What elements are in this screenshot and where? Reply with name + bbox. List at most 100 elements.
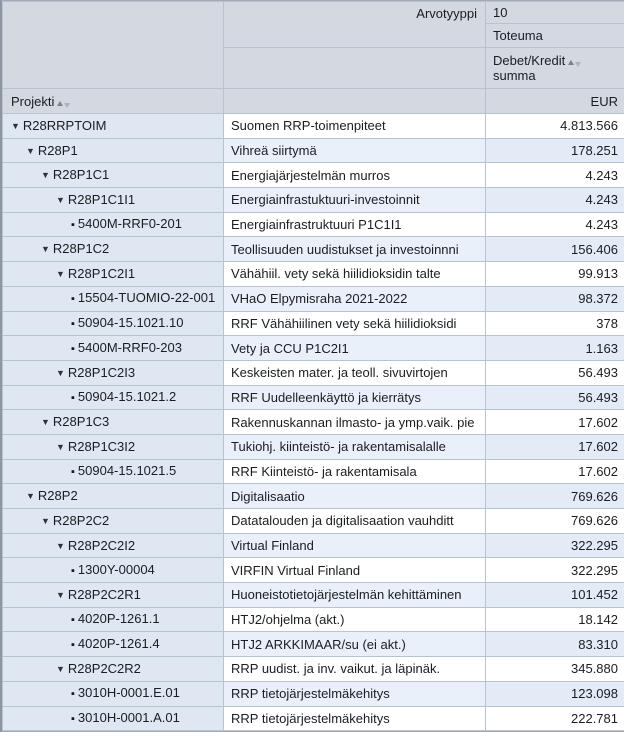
member-code: R28P2C2 [53, 513, 109, 528]
member-code: R28P2C2R1 [68, 587, 141, 602]
leaf-bullet-icon: ▪ [71, 613, 75, 628]
member-cell[interactable]: ▼R28P1C3I2 [3, 434, 224, 459]
value-cell: 18.142 [486, 607, 624, 632]
table-row: ▼R28P2C2R2 RRP uudist. ja inv. vaikut. j… [3, 657, 624, 682]
member-cell[interactable]: ▼R28P1C2 [3, 237, 224, 262]
member-description-cell: RRP uudist. ja inv. vaikut. ja läpinäk. [224, 657, 486, 682]
table-row: ▪50904-15.1021.10 RRF Vähähiilinen vety … [3, 311, 624, 336]
member-code: 4020P-1261.4 [78, 636, 160, 651]
value-cell: 1.163 [486, 336, 624, 361]
member-cell[interactable]: ▪3010H-0001.A.01 [3, 706, 224, 731]
member-cell[interactable]: ▼R28P1 [3, 138, 224, 163]
member-description-cell: Teollisuuden uudistukset ja investoinnni [224, 237, 486, 262]
member-cell[interactable]: ▪5400M-RRF0-203 [3, 336, 224, 361]
value-cell: 322.295 [486, 533, 624, 558]
member-cell[interactable]: ▪5400M-RRF0-201 [3, 212, 224, 237]
value-cell: 4.243 [486, 212, 624, 237]
table-row: ▼R28P2C2 Datatalouden ja digitalisaation… [3, 509, 624, 534]
collapse-triangle-icon[interactable]: ▼ [41, 242, 50, 257]
collapse-triangle-icon[interactable]: ▼ [56, 588, 65, 603]
member-code: R28P1C3 [53, 414, 109, 429]
table-row: ▪4020P-1261.1 HTJ2/ohjelma (akt.) 18.142 [3, 607, 624, 632]
collapse-triangle-icon[interactable]: ▼ [26, 489, 35, 504]
table-row: ▼R28P2 Digitalisaatio 769.626 [3, 484, 624, 509]
collapse-triangle-icon[interactable]: ▼ [41, 415, 50, 430]
member-code: R28P2C2R2 [68, 661, 141, 676]
collapse-triangle-icon[interactable]: ▼ [41, 514, 50, 529]
table-row: ▼R28P1C2 Teollisuuden uudistukset ja inv… [3, 237, 624, 262]
member-description-cell: Digitalisaatio [224, 484, 486, 509]
member-code: R28P2C2I2 [68, 538, 135, 553]
value-cell: 56.493 [486, 360, 624, 385]
table-row: ▪1300Y-00004 VIRFIN Virtual Finland 322.… [3, 558, 624, 583]
collapse-triangle-icon[interactable]: ▼ [56, 440, 65, 455]
collapse-triangle-icon[interactable]: ▼ [56, 662, 65, 677]
leaf-bullet-icon: ▪ [71, 317, 75, 332]
leaf-bullet-icon: ▪ [71, 465, 75, 480]
collapse-triangle-icon[interactable]: ▼ [56, 539, 65, 554]
member-cell[interactable]: ▪4020P-1261.1 [3, 607, 224, 632]
member-cell[interactable]: ▼R28P2C2 [3, 509, 224, 534]
member-description-cell: RRP tietojärjestelmäkehitys [224, 706, 486, 731]
member-description-cell: RRF Uudelleenkäyttö ja kierrätys [224, 385, 486, 410]
value-cell: 4.243 [486, 163, 624, 188]
table-row: ▼R28P1C3I2 Tukiohj. kiinteistö- ja raken… [3, 434, 624, 459]
member-cell[interactable]: ▪15504-TUOMIO-22-001 [3, 286, 224, 311]
leaf-bullet-icon: ▪ [71, 342, 75, 357]
table-row: ▼R28P1C1 Energiajärjestelmän murros 4.24… [3, 163, 624, 188]
member-cell[interactable]: ▼R28RRPTOIM [3, 114, 224, 139]
member-cell[interactable]: ▪50904-15.1021.5 [3, 459, 224, 484]
member-cell[interactable]: ▼R28P1C1 [3, 163, 224, 188]
member-cell[interactable]: ▪1300Y-00004 [3, 558, 224, 583]
member-description-cell: Vähähiil. vety sekä hiilidioksidin talte [224, 262, 486, 287]
member-code: R28P1C1 [53, 167, 109, 182]
sort-ascending-icon[interactable] [57, 101, 63, 106]
value-cell: 378 [486, 311, 624, 336]
sort-descending-icon[interactable] [575, 62, 581, 67]
member-cell[interactable]: ▪3010H-0001.E.01 [3, 681, 224, 706]
table-row: ▼R28P1C3 Rakennuskannan ilmasto- ja ymp.… [3, 410, 624, 435]
collapse-triangle-icon[interactable]: ▼ [56, 193, 65, 208]
table-row: ▼R28RRPTOIM Suomen RRP-toimenpiteet 4.81… [3, 114, 624, 139]
collapse-triangle-icon[interactable]: ▼ [56, 267, 65, 282]
member-cell[interactable]: ▼R28P2 [3, 484, 224, 509]
value-cell: 769.626 [486, 509, 624, 534]
member-code: R28P1C2 [53, 241, 109, 256]
value-cell: 99.913 [486, 262, 624, 287]
collapse-triangle-icon[interactable]: ▼ [41, 168, 50, 183]
member-description-cell: Rakennuskannan ilmasto- ja ymp.vaik. pie [224, 410, 486, 435]
crosstab-body: ▼R28RRPTOIM Suomen RRP-toimenpiteet 4.81… [3, 114, 624, 731]
member-cell[interactable]: ▪50904-15.1021.2 [3, 385, 224, 410]
member-cell[interactable]: ▼R28P1C2I3 [3, 360, 224, 385]
sort-ascending-icon[interactable] [568, 60, 574, 65]
member-description-cell: Tukiohj. kiinteistö- ja rakentamisalalle [224, 434, 486, 459]
row-dimension-header-cell[interactable]: Projekti [3, 89, 224, 114]
collapse-triangle-icon[interactable]: ▼ [26, 144, 35, 159]
member-description-cell: Energiainfrastuktuuri-investoinnit [224, 188, 486, 213]
sort-descending-icon[interactable] [64, 103, 70, 108]
sort-icons[interactable] [57, 94, 70, 109]
member-description-cell: Energiainfrastruktuuri P1C1I1 [224, 212, 486, 237]
member-description-cell: HTJ2 ARKKIMAAR/su (ei akt.) [224, 632, 486, 657]
table-row: ▼R28P1C2I1 Vähähiil. vety sekä hiilidiok… [3, 262, 624, 287]
value-cell: 4.243 [486, 188, 624, 213]
sort-icons[interactable] [568, 53, 581, 68]
member-cell[interactable]: ▼R28P2C2I2 [3, 533, 224, 558]
value-cell: 345.880 [486, 657, 624, 682]
member-code: R28P2 [38, 488, 78, 503]
member-cell[interactable]: ▼R28P1C1I1 [3, 188, 224, 213]
member-cell[interactable]: ▼R28P2C2R1 [3, 583, 224, 608]
member-cell[interactable]: ▪4020P-1261.4 [3, 632, 224, 657]
collapse-triangle-icon[interactable]: ▼ [56, 366, 65, 381]
member-cell[interactable]: ▪50904-15.1021.10 [3, 311, 224, 336]
collapse-triangle-icon[interactable]: ▼ [11, 119, 20, 134]
value-cell: 222.781 [486, 706, 624, 731]
table-row: ▼R28P1C2I3 Keskeisten mater. ja teoll. s… [3, 360, 624, 385]
member-cell[interactable]: ▼R28P1C2I1 [3, 262, 224, 287]
member-cell[interactable]: ▼R28P2C2R2 [3, 657, 224, 682]
member-cell[interactable]: ▼R28P1C3 [3, 410, 224, 435]
member-code: 5400M-RRF0-201 [78, 216, 182, 231]
